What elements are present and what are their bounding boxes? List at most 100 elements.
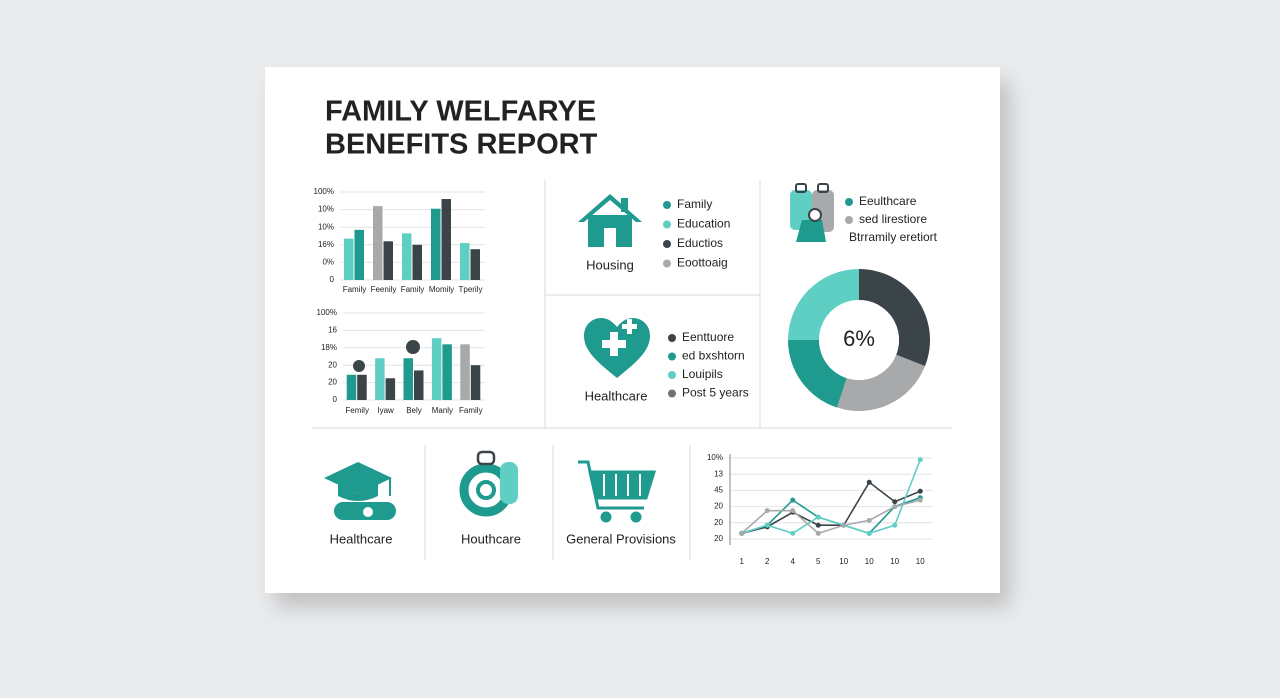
bar [403, 358, 413, 400]
legend-text: Eenttuore [682, 330, 734, 344]
line-point [866, 530, 872, 536]
line-point [917, 488, 923, 494]
bar [441, 199, 451, 280]
donut-hole [819, 300, 899, 380]
y-tick-label: 0 [333, 395, 338, 404]
line-series [741, 499, 921, 535]
legend-text: Family [677, 197, 712, 211]
x-tick-label: Manly [432, 406, 453, 415]
legend-text: Education [677, 217, 730, 231]
x-tick-label: Family [343, 285, 367, 294]
y-tick-label: 20 [714, 502, 723, 511]
bar [375, 358, 385, 400]
panel-label: Healthcare [330, 531, 393, 546]
x-tick-label: Femily [345, 406, 369, 415]
line-point [815, 514, 821, 520]
x-tick-label: 1 [740, 557, 745, 566]
bar [414, 370, 424, 400]
legend-text: Eeulthcare [859, 194, 917, 208]
y-tick-label: 16% [318, 240, 334, 249]
legend-text: Btrramily eretiort [849, 230, 938, 244]
bar [344, 238, 354, 280]
line-point [841, 522, 847, 528]
line-series [741, 459, 921, 535]
bar [470, 249, 480, 280]
y-tick-label: 10% [318, 205, 334, 214]
x-tick-label: 10 [839, 557, 848, 566]
y-tick-label: 0% [322, 258, 334, 267]
panel-label: General Provisions [566, 531, 676, 546]
donut-segment [837, 354, 926, 412]
person-icons [353, 340, 420, 372]
bar [357, 374, 367, 400]
legend-text: Eoottoaig [677, 256, 728, 270]
cart-icon [578, 460, 657, 523]
bar [385, 378, 396, 400]
y-tick-label: 13 [714, 469, 723, 478]
panel-label: Housing [586, 257, 634, 272]
legend-dot [668, 371, 676, 379]
y-tick-label: 100% [317, 308, 337, 317]
bar [470, 365, 481, 400]
line-point [917, 457, 923, 463]
legend-dot [845, 216, 853, 224]
legend-text: Eductios [677, 236, 723, 250]
title-line: BENEFITS REPORT [325, 129, 598, 161]
legend-text: ed bxshtorn [682, 349, 745, 363]
bar [431, 338, 442, 400]
bar [460, 344, 470, 400]
legend-text: Post 5 years [682, 386, 749, 400]
legend-dot [668, 334, 676, 342]
y-tick-label: 20 [328, 378, 337, 387]
legend-dot [668, 352, 676, 361]
bar [383, 241, 393, 280]
x-tick-label: Family [459, 406, 483, 415]
bar [412, 244, 422, 280]
x-tick-label: Iyaw [377, 406, 394, 415]
line-point [764, 508, 770, 514]
panel-label: Houthcare [461, 531, 521, 546]
legend-text: sed lirestiore [859, 212, 927, 226]
y-tick-label: 0 [330, 275, 335, 284]
x-tick-label: Family [401, 285, 425, 294]
legend-dot [663, 220, 671, 229]
donut-label: 6% [843, 326, 875, 351]
line-point [790, 508, 796, 514]
x-tick-label: Momily [429, 285, 454, 294]
line-point [764, 522, 770, 528]
legend-dot [663, 259, 671, 268]
care-icon [459, 450, 518, 517]
line-point [790, 497, 796, 503]
bar [431, 208, 441, 280]
legend-dot [668, 389, 676, 398]
heart-icon [584, 318, 650, 378]
x-tick-label: Tperily [458, 285, 482, 294]
y-tick-label: 45 [714, 486, 723, 495]
y-tick-label: 20 [714, 534, 723, 543]
bar [442, 344, 452, 400]
y-tick-label: 16 [328, 326, 337, 335]
graduation-icon [324, 462, 396, 520]
line-series [741, 481, 921, 535]
line-point [917, 497, 923, 503]
line-point [892, 499, 898, 505]
y-tick-label: 10% [707, 453, 723, 462]
x-tick-label: 4 [791, 557, 796, 566]
title-line: FAMILY WELFARYE [325, 96, 596, 128]
legend-dot [663, 201, 671, 209]
panel-label: Healthcare [585, 388, 648, 403]
y-tick-label: 100% [314, 187, 334, 196]
bar [346, 374, 357, 400]
x-tick-label: 5 [816, 557, 821, 566]
line-point [815, 530, 821, 536]
bags-icon [790, 183, 834, 242]
donut-segment [788, 340, 847, 408]
line-point [790, 530, 796, 536]
x-tick-label: 2 [765, 557, 770, 566]
y-tick-label: 10% [318, 222, 334, 231]
x-tick-label: 10 [890, 557, 899, 566]
bar [402, 233, 412, 280]
bar [460, 243, 470, 280]
